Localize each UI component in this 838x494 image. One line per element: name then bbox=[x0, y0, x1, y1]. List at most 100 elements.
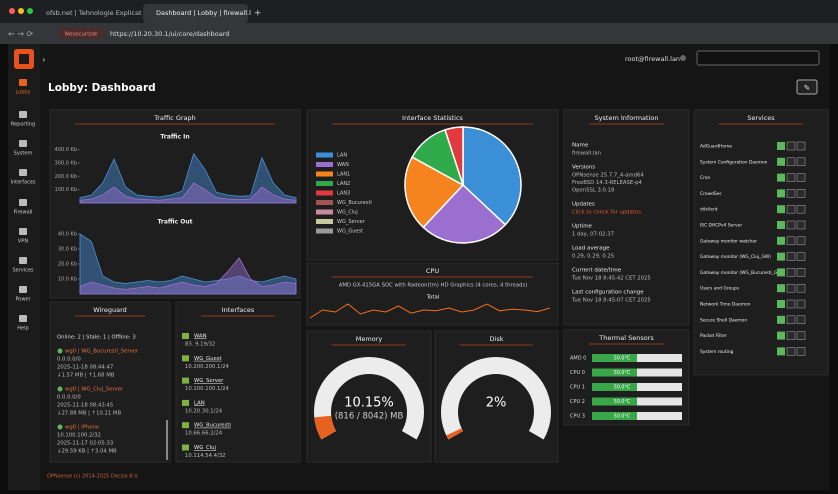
start-button[interactable] bbox=[777, 189, 785, 198]
graph-title: Traffic Out bbox=[157, 219, 192, 226]
start-button[interactable] bbox=[777, 284, 785, 293]
widget-title: Memory bbox=[356, 335, 383, 343]
iface-name: WAN bbox=[194, 334, 207, 340]
nav-buttons[interactable]: ← → ⟳ bbox=[8, 30, 33, 39]
iface-name: LAN bbox=[194, 400, 205, 406]
peer-status bbox=[57, 424, 63, 430]
legend-label: WG_Guest bbox=[337, 229, 363, 235]
stop-button[interactable] bbox=[796, 331, 806, 340]
peer-detail: 2025-11-18 08:44:47 bbox=[57, 365, 113, 371]
legend-label: LAN1 bbox=[337, 172, 350, 178]
restart-button[interactable] bbox=[786, 347, 796, 356]
restart-button[interactable] bbox=[786, 189, 796, 198]
info-label: Name bbox=[572, 143, 589, 149]
restart-button[interactable] bbox=[786, 331, 796, 340]
gauge-label: 2% bbox=[486, 396, 507, 411]
nav-icon[interactable] bbox=[19, 315, 27, 322]
start-button[interactable] bbox=[777, 347, 785, 356]
restart-button[interactable] bbox=[786, 236, 796, 246]
restart-button[interactable] bbox=[786, 299, 796, 309]
service-name: Network Time Daemon bbox=[700, 302, 751, 308]
peer-detail: 2025-11-17 02:05:33 bbox=[57, 441, 113, 447]
restart-button[interactable] bbox=[786, 283, 796, 293]
start-button[interactable] bbox=[777, 142, 785, 150]
min-dot[interactable] bbox=[18, 8, 24, 14]
start-button[interactable] bbox=[777, 173, 785, 182]
stop-button[interactable] bbox=[796, 204, 806, 214]
service-name: System Configuration Daemon bbox=[700, 159, 768, 165]
scrollbar bbox=[166, 420, 168, 460]
sensor-value: 50.0°C bbox=[614, 356, 631, 362]
widget-title: System Information bbox=[595, 114, 659, 122]
stop-button[interactable] bbox=[796, 283, 806, 293]
sensor-name: AMD 0 bbox=[570, 356, 586, 362]
cpu-model: AMD GX-415GA SOC with Radeon(tm) HD Grap… bbox=[339, 283, 528, 289]
stop-button[interactable] bbox=[796, 173, 806, 182]
start-button[interactable] bbox=[777, 300, 785, 308]
nav-icon[interactable] bbox=[19, 257, 27, 264]
stop-button[interactable] bbox=[796, 141, 806, 151]
widget-title: Interface Statistics bbox=[402, 114, 463, 122]
y-tick-label: 200.0 Kb bbox=[55, 174, 77, 180]
peer-status bbox=[57, 348, 63, 354]
menu-toggle[interactable]: › bbox=[42, 56, 46, 66]
restart-button[interactable] bbox=[786, 315, 796, 325]
iface-icon bbox=[182, 422, 189, 429]
nav-icon[interactable] bbox=[19, 228, 27, 235]
start-button[interactable] bbox=[777, 205, 785, 214]
stop-button[interactable] bbox=[796, 252, 806, 261]
widget-title: Traffic Graph bbox=[153, 114, 196, 122]
stop-button[interactable] bbox=[796, 315, 806, 325]
stop-button[interactable] bbox=[796, 220, 806, 230]
stop-button[interactable] bbox=[796, 299, 806, 309]
y-tick-label: 300.0 Kb bbox=[55, 161, 77, 167]
restart-button[interactable] bbox=[786, 173, 796, 182]
new-tab[interactable]: + bbox=[254, 9, 262, 19]
stop-button[interactable] bbox=[796, 236, 806, 246]
restart-button[interactable] bbox=[786, 141, 796, 151]
legend-label: WG_Bucuresti bbox=[337, 200, 372, 206]
nav-icon[interactable] bbox=[19, 169, 27, 176]
start-button[interactable] bbox=[777, 236, 785, 245]
sensor-value: 50.0°C bbox=[614, 370, 631, 376]
edit-button[interactable] bbox=[796, 79, 818, 95]
start-button[interactable] bbox=[777, 157, 785, 166]
nav-icon[interactable] bbox=[19, 140, 27, 147]
restart-button[interactable] bbox=[786, 204, 796, 214]
sensor-bar bbox=[592, 397, 637, 406]
pie-slice bbox=[462, 126, 522, 226]
nav-icon[interactable] bbox=[19, 111, 27, 118]
nav-icon[interactable] bbox=[19, 199, 27, 206]
traffic-area bbox=[79, 182, 297, 204]
start-button[interactable] bbox=[777, 252, 785, 261]
widget-title: Wireguard bbox=[93, 306, 127, 314]
stop-button[interactable] bbox=[796, 268, 806, 277]
gauge-value bbox=[314, 415, 337, 440]
service-name: Users and Groups bbox=[700, 286, 740, 292]
info-label: Current date/time bbox=[572, 268, 622, 274]
widget bbox=[49, 109, 301, 299]
widget-title: CPU bbox=[426, 267, 439, 275]
start-button[interactable] bbox=[777, 331, 785, 340]
widget bbox=[49, 301, 171, 463]
nav-icon[interactable] bbox=[19, 79, 27, 86]
sensor-name: CPU 1 bbox=[570, 385, 585, 391]
start-button[interactable] bbox=[777, 315, 785, 324]
stop-button[interactable] bbox=[796, 157, 806, 167]
close-dot[interactable] bbox=[9, 8, 15, 14]
restart-button[interactable] bbox=[786, 268, 796, 277]
active-tab[interactable] bbox=[143, 4, 248, 23]
restart-button[interactable] bbox=[786, 157, 796, 167]
restart-button[interactable] bbox=[786, 220, 796, 230]
stop-button[interactable] bbox=[796, 189, 806, 198]
widget bbox=[563, 329, 690, 426]
nav-icon[interactable] bbox=[19, 286, 27, 293]
peer-name: wg0 | WG_Cluj_Server bbox=[65, 387, 124, 393]
start-button[interactable] bbox=[777, 221, 785, 229]
start-button[interactable] bbox=[777, 268, 785, 277]
restart-button[interactable] bbox=[786, 252, 796, 261]
search-box[interactable] bbox=[696, 50, 820, 66]
stop-button[interactable] bbox=[796, 347, 806, 356]
max-dot[interactable] bbox=[27, 8, 33, 14]
